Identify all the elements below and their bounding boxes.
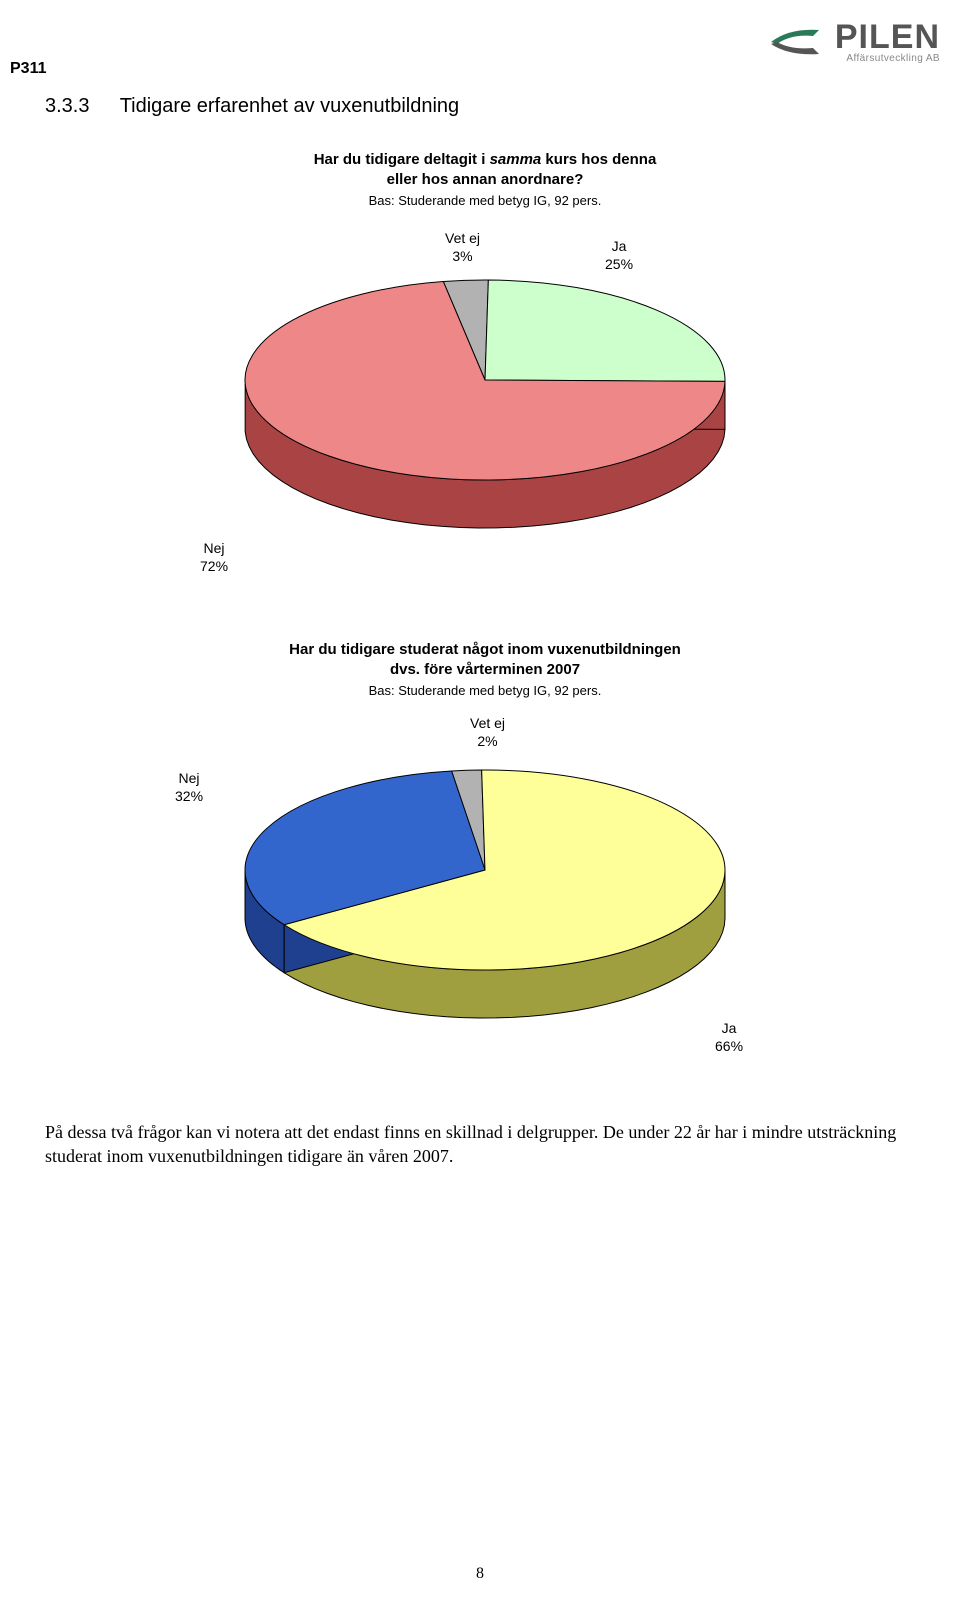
- body-paragraph: På dessa två frågor kan vi notera att de…: [45, 1120, 915, 1169]
- chart-1-title: Har du tidigare deltagit i samma kurs ho…: [115, 150, 855, 189]
- chart-2-label-ja: Ja66%: [715, 1020, 743, 1055]
- section-title: Tidigare erfarenhet av vuxenutbildning: [120, 95, 459, 117]
- chart-2-label-vetej: Vet ej2%: [470, 715, 505, 750]
- chart-1-label-ja: Ja25%: [605, 238, 633, 273]
- chart-1-label-vetej: Vet ej3%: [445, 230, 480, 265]
- logo-title: PILEN: [835, 20, 940, 54]
- chart-1-label-nej: Nej72%: [200, 540, 228, 575]
- chart-2-title: Har du tidigare studerat något inom vuxe…: [115, 640, 855, 679]
- chart-2-subtitle: Bas: Studerande med betyg IG, 92 pers.: [115, 683, 855, 698]
- section-heading: 3.3.3 Tidigare erfarenhet av vuxenutbild…: [45, 95, 459, 118]
- page-number: 8: [0, 1565, 960, 1583]
- chart-2: Har du tidigare studerat något inom vuxe…: [115, 640, 855, 1110]
- chart-2-label-nej: Nej32%: [175, 770, 203, 805]
- header-label: P311: [10, 60, 46, 78]
- chart-1: Har du tidigare deltagit i samma kurs ho…: [115, 150, 855, 620]
- chart-1-subtitle: Bas: Studerande med betyg IG, 92 pers.: [115, 193, 855, 208]
- logo: PILEN Affärsutveckling AB: [769, 20, 940, 64]
- section-number: 3.3.3: [45, 95, 89, 118]
- pie-chart-2: [115, 710, 855, 1110]
- logo-subtitle: Affärsutveckling AB: [846, 54, 940, 64]
- logo-arrow-icon: [769, 22, 829, 62]
